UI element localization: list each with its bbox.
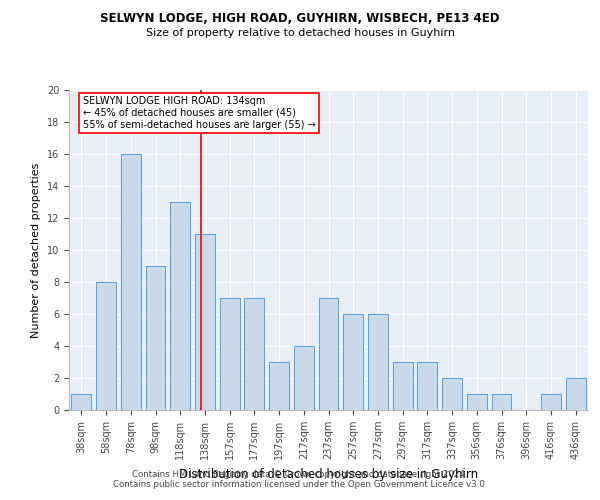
Bar [121,154,140,410]
Bar [170,202,190,410]
Bar [220,298,239,410]
Bar [269,362,289,410]
Bar [195,234,215,410]
Bar [491,394,511,410]
Bar [294,346,314,410]
Bar [418,362,437,410]
Bar [442,378,462,410]
Bar [467,394,487,410]
Y-axis label: Number of detached properties: Number of detached properties [31,162,41,338]
Bar [541,394,561,410]
X-axis label: Distribution of detached houses by size in Guyhirn: Distribution of detached houses by size … [179,468,478,480]
Bar [393,362,413,410]
Text: SELWYN LODGE HIGH ROAD: 134sqm
← 45% of detached houses are smaller (45)
55% of : SELWYN LODGE HIGH ROAD: 134sqm ← 45% of … [83,96,316,130]
Bar [368,314,388,410]
Text: Contains HM Land Registry data © Crown copyright and database right 2024.
Contai: Contains HM Land Registry data © Crown c… [113,470,487,489]
Text: SELWYN LODGE, HIGH ROAD, GUYHIRN, WISBECH, PE13 4ED: SELWYN LODGE, HIGH ROAD, GUYHIRN, WISBEC… [100,12,500,26]
Text: Size of property relative to detached houses in Guyhirn: Size of property relative to detached ho… [146,28,455,38]
Bar [71,394,91,410]
Bar [319,298,338,410]
Bar [566,378,586,410]
Bar [96,282,116,410]
Bar [146,266,166,410]
Bar [343,314,363,410]
Bar [244,298,264,410]
